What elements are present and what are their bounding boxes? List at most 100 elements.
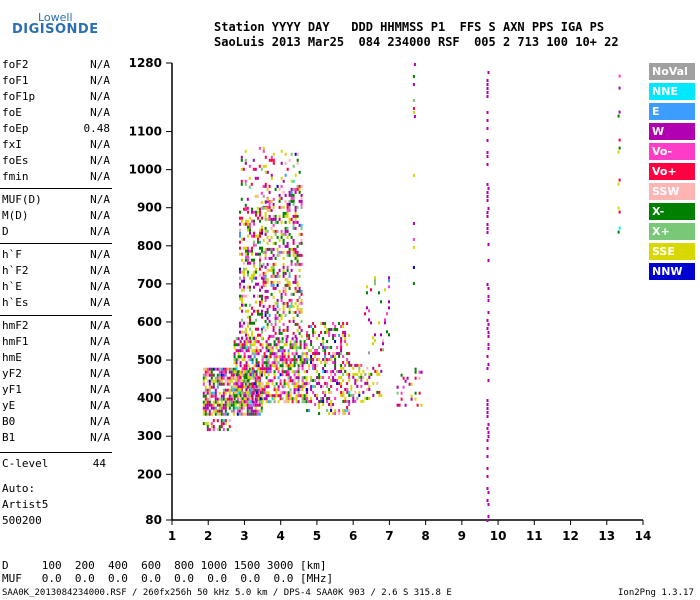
echo-point <box>346 406 349 409</box>
echo-point <box>243 222 245 226</box>
echo-point <box>247 246 249 250</box>
echo-point <box>237 343 240 347</box>
echo-point <box>236 409 239 413</box>
echo-point <box>289 343 292 347</box>
echo-point <box>255 346 258 350</box>
echo-point <box>301 394 304 398</box>
param-value: N/A <box>90 58 110 71</box>
echo-point <box>254 409 257 413</box>
echo-point <box>274 232 277 236</box>
echo-point <box>297 364 300 368</box>
echo-point <box>278 193 281 197</box>
echo-point <box>266 205 269 209</box>
echo-point <box>303 358 306 362</box>
echo-point <box>310 349 313 352</box>
echo-point <box>280 235 283 239</box>
echo-point <box>287 355 290 359</box>
echo-point <box>206 400 209 404</box>
echo-point <box>284 277 287 281</box>
echo-point <box>244 203 247 207</box>
echo-point <box>218 397 221 401</box>
echo-point <box>279 394 282 398</box>
echo-point <box>412 266 415 269</box>
echo-point <box>346 361 349 364</box>
echo-point <box>288 274 291 278</box>
echo-point <box>239 349 242 353</box>
echo-point <box>346 409 349 412</box>
echo-point <box>326 385 329 388</box>
echo-point <box>320 322 323 325</box>
echo-point <box>206 370 209 374</box>
echo-point <box>292 253 295 257</box>
echo-point <box>300 232 303 236</box>
echo-point <box>239 321 241 325</box>
echo-point <box>260 403 263 407</box>
echo-point <box>204 412 207 416</box>
param-value: N/A <box>90 351 110 364</box>
echo-point <box>344 364 347 367</box>
echo-point <box>300 328 303 332</box>
echo-point <box>238 409 241 413</box>
echo-point <box>266 208 269 212</box>
echo-point <box>289 379 292 383</box>
echo-point <box>260 397 263 401</box>
echo-point <box>486 111 489 114</box>
echo-point <box>356 372 359 376</box>
echo-point <box>236 394 239 398</box>
echo-point <box>486 95 489 98</box>
echo-point <box>254 379 257 383</box>
echo-point <box>259 231 261 235</box>
echo-point <box>247 219 249 223</box>
echo-point <box>272 295 275 299</box>
echo-point <box>245 246 247 250</box>
echo-point <box>277 355 280 359</box>
echo-point <box>366 366 369 370</box>
echo-point <box>284 161 287 165</box>
echo-point <box>245 376 248 380</box>
echo-point <box>252 158 255 162</box>
echo-point <box>286 250 289 254</box>
param-row-fmin: fmin N/A <box>2 170 110 186</box>
echo-point <box>326 340 329 343</box>
echo-point <box>249 340 252 344</box>
echo-point <box>241 382 244 386</box>
echo-point <box>360 384 363 388</box>
echo-point <box>249 391 252 395</box>
echo-point <box>224 422 227 426</box>
echo-point <box>259 285 261 289</box>
echo-point <box>234 379 237 383</box>
echo-point <box>388 300 390 304</box>
echo-point <box>320 400 323 403</box>
echo-point <box>218 367 221 371</box>
echo-point <box>210 394 213 398</box>
echo-point <box>300 184 303 188</box>
echo-point <box>300 196 303 200</box>
echo-point <box>262 271 265 275</box>
echo-point <box>486 119 489 122</box>
echo-point <box>245 361 248 365</box>
echo-point <box>261 231 263 235</box>
echo-point <box>252 403 255 407</box>
echo-point <box>279 346 282 350</box>
echo-point <box>338 370 341 373</box>
param-row-hf2: h`F2 N/A <box>2 264 110 280</box>
echo-point <box>245 222 247 226</box>
echo-point <box>306 370 309 373</box>
echo-point <box>262 262 265 266</box>
echo-point <box>280 292 283 296</box>
echo-point <box>235 367 238 371</box>
echo-point <box>264 206 267 210</box>
echo-point <box>334 328 337 331</box>
echo-point <box>294 280 297 284</box>
echo-point <box>312 322 315 325</box>
echo-point <box>296 256 299 260</box>
echo-point <box>212 409 215 413</box>
echo-point <box>288 190 291 194</box>
echo-point <box>486 191 489 194</box>
echo-point <box>239 394 242 398</box>
echo-point <box>236 397 239 401</box>
echo-point <box>284 229 287 233</box>
echo-point <box>362 369 365 373</box>
echo-point <box>268 214 271 218</box>
echo-point <box>277 394 280 398</box>
